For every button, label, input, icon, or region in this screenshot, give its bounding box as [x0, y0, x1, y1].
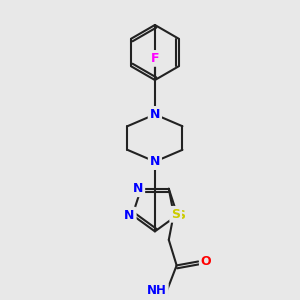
Text: O: O: [201, 255, 212, 268]
Text: S: S: [171, 208, 180, 221]
Text: F: F: [151, 52, 159, 65]
Text: N: N: [150, 108, 160, 121]
Text: N: N: [150, 155, 160, 168]
Text: N: N: [124, 208, 135, 222]
Text: S: S: [176, 208, 185, 222]
Text: N: N: [150, 108, 160, 121]
Text: NH: NH: [147, 284, 167, 298]
Text: N: N: [133, 182, 143, 195]
